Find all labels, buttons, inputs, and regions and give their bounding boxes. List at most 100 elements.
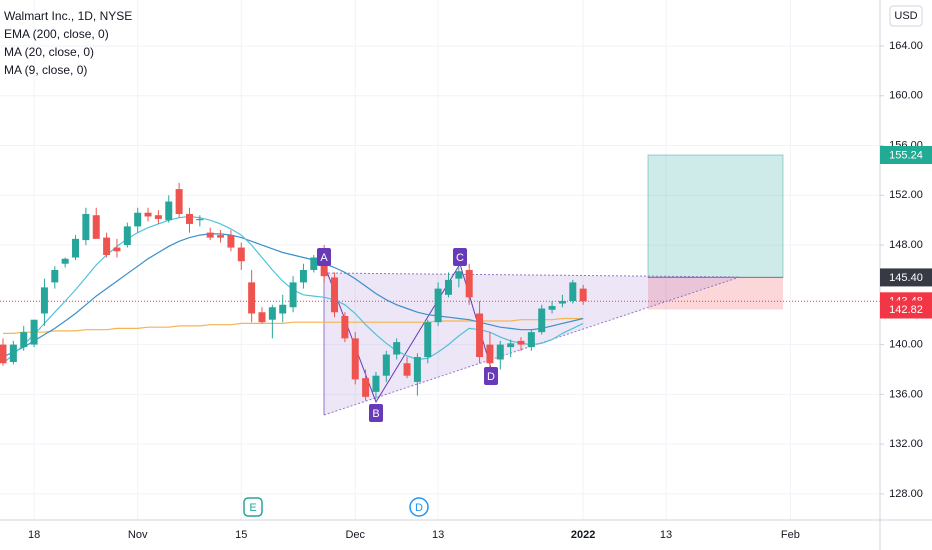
pattern-path (323, 262, 492, 404)
pattern-point-label: C (456, 252, 464, 264)
candle-body (444, 279, 452, 295)
candle-body (92, 215, 100, 239)
x-tick-label: 2022 (571, 529, 595, 541)
candle-body (103, 237, 111, 256)
candle-body (476, 313, 484, 358)
ma-line (3, 317, 584, 334)
candles (0, 182, 587, 401)
y-tick-label: 152.00 (889, 189, 923, 201)
pattern-point-badge (453, 248, 467, 266)
candle-body (382, 354, 390, 376)
candle-body (569, 282, 577, 302)
candle-body (258, 312, 266, 323)
candle-body (51, 269, 59, 283)
price-label-bg (880, 300, 932, 319)
position-tool (0, 154, 880, 310)
price-label: 142.82 (889, 304, 923, 316)
price-label-bg (880, 146, 932, 165)
candle-body (154, 215, 162, 219)
x-tick-label: 15 (235, 529, 247, 541)
candle-body (196, 218, 204, 221)
candle-body (538, 308, 546, 333)
candle-body (0, 344, 7, 364)
candle-body (123, 226, 131, 246)
candle-body (486, 344, 494, 364)
dividend-label: D (415, 502, 423, 514)
x-tick-label: 13 (432, 529, 444, 541)
x-tick-label: 13 (660, 529, 672, 541)
candle-body (351, 338, 359, 380)
axes: 128.00132.00136.00140.00148.00152.00156.… (28, 40, 923, 541)
pattern-point-label: D (487, 371, 495, 383)
grid (0, 0, 880, 520)
candle-body (331, 277, 339, 313)
currency: USD (894, 10, 917, 22)
candle-body (496, 344, 504, 360)
candle-body (72, 238, 80, 258)
candle-body (144, 212, 152, 217)
candle-body (227, 235, 235, 248)
candle-body (310, 257, 318, 270)
candle-body (413, 357, 421, 382)
candle-body (30, 319, 38, 345)
x-tick-label: Feb (781, 529, 800, 541)
candle-body (558, 301, 566, 304)
candle-body (434, 288, 442, 323)
candle-body (527, 332, 535, 348)
pattern-point-label: B (372, 408, 379, 420)
earnings-label: E (249, 502, 256, 514)
candle-body (82, 213, 90, 241)
candle-body (185, 213, 193, 224)
pattern-edge (323, 276, 741, 416)
candle-body (165, 201, 173, 221)
candle-body (455, 271, 463, 279)
candle-body (548, 306, 556, 310)
candle-body (20, 332, 28, 348)
y-tick-label: 148.00 (889, 239, 923, 251)
candle-body (134, 212, 142, 227)
candle-body (362, 378, 370, 397)
candle-body (393, 342, 401, 355)
pattern-point-badge (484, 367, 498, 385)
price-label-bg (880, 268, 932, 287)
y-tick-label: 132.00 (889, 438, 923, 450)
candle-body (237, 247, 245, 262)
pattern-edge (323, 272, 741, 278)
pattern-point-badge (317, 248, 331, 266)
price-label: 155.24 (889, 149, 923, 161)
candle-body (206, 232, 214, 238)
candle-body (299, 269, 307, 283)
candle-body (113, 247, 121, 252)
candle-body (289, 282, 297, 308)
candle-body (279, 304, 287, 314)
candle-body (217, 235, 225, 238)
currency-button[interactable] (889, 5, 923, 27)
y-tick-label: 136.00 (889, 388, 923, 400)
candle-body (175, 189, 183, 214)
ma-line (2, 233, 584, 358)
x-tick-label: Dec (345, 529, 365, 541)
candle-body (507, 343, 515, 348)
earnings-marker (243, 497, 263, 517)
candle-body (40, 287, 48, 314)
chart-title: Walmart Inc., 1D, NYSE (4, 9, 132, 23)
legend-item: MA (20, close, 0) (4, 45, 94, 59)
pattern-labels: A B C D (317, 248, 498, 422)
legend-item: MA (9, close, 0) (4, 63, 87, 77)
y-tick-label: 140.00 (889, 338, 923, 350)
pattern-point-badge (369, 404, 383, 422)
price-label: 145.40 (889, 272, 923, 284)
pattern-point-label: A (320, 252, 328, 264)
candle-body (9, 344, 17, 363)
candle-body (403, 363, 411, 376)
dividend-marker (409, 497, 429, 517)
x-tick-label: 18 (28, 529, 40, 541)
x-tick-label: Nov (128, 529, 148, 541)
legend-item: EMA (200, close, 0) (4, 27, 109, 41)
candle-body (248, 282, 256, 314)
y-tick-label: 164.00 (889, 40, 923, 52)
candle-body (517, 340, 525, 345)
candle-body (61, 258, 69, 264)
candle-body (579, 288, 587, 302)
